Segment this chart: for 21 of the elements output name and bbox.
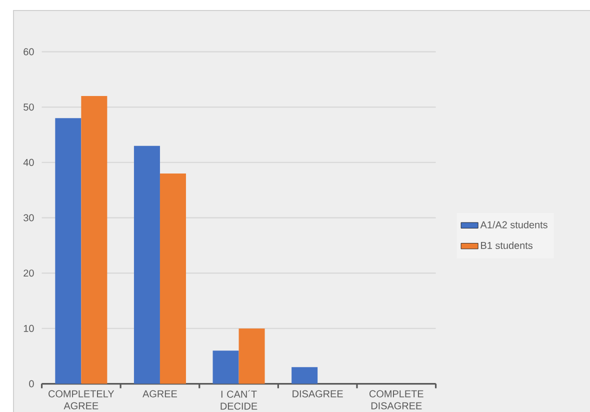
x-tick-label: DISAGREE [292, 390, 343, 398]
bar [212, 350, 239, 384]
legend-label: A1/A2 students [480, 221, 548, 228]
bar [55, 118, 82, 384]
bar [292, 367, 318, 384]
bar [160, 174, 186, 384]
y-tick-label: 10 [24, 324, 34, 332]
y-tick-label: 30 [24, 214, 34, 222]
x-tick-label: COMPLETELY AGREE [48, 390, 114, 410]
y-tick-label: 50 [24, 104, 34, 111]
y-tick-label: 0 [29, 380, 34, 388]
bar [238, 328, 265, 384]
legend-label: B1 students [481, 242, 532, 250]
x-tick-label: AGREE [142, 390, 177, 398]
bar [81, 96, 108, 384]
x-tick-label: I CAN´T DECIDE [220, 390, 258, 410]
x-tick-label: COMPLETE DISAGREE [369, 390, 424, 410]
y-tick-label: 60 [24, 48, 34, 56]
y-tick-label: 40 [23, 158, 34, 166]
bar [134, 146, 160, 384]
y-tick-label: 20 [24, 270, 34, 277]
